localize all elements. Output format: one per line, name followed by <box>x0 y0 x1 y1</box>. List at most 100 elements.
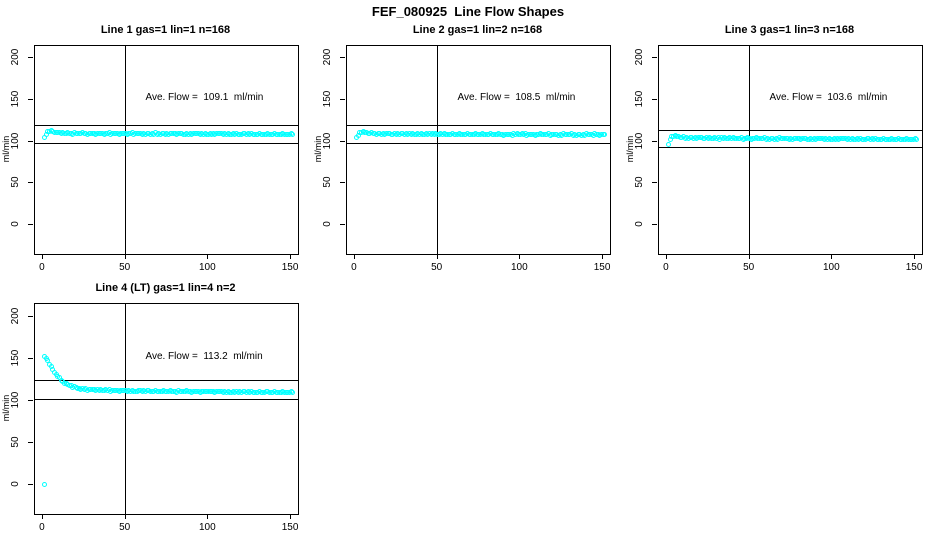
x-tick-label: 0 <box>39 522 45 533</box>
panel-title: Line 2 gas=1 lin=2 n=168 <box>412 24 543 36</box>
reference-hline <box>659 129 922 131</box>
outlier-point <box>42 482 48 488</box>
data-point <box>666 142 672 148</box>
x-axis-tick <box>124 514 126 519</box>
y-axis-tick <box>28 140 33 142</box>
y-axis-tick <box>652 223 657 225</box>
y-axis-tick <box>340 57 345 59</box>
reference-hline <box>347 143 610 145</box>
y-axis-tick <box>652 182 657 184</box>
x-axis-tick <box>207 254 209 259</box>
x-tick-label: 50 <box>743 262 755 273</box>
y-tick-label: 200 <box>322 49 333 66</box>
x-axis-tick <box>914 254 916 259</box>
x-axis-tick <box>290 514 292 519</box>
x-tick-label: 50 <box>119 522 131 533</box>
y-tick-label: 200 <box>10 307 21 324</box>
x-tick-label: 0 <box>39 262 45 273</box>
x-axis-tick <box>602 254 604 259</box>
ave-flow-annotation: Ave. Flow = 108.5 ml/min <box>457 92 576 104</box>
x-axis-tick <box>290 254 292 259</box>
y-axis-title: ml/min <box>1 135 11 163</box>
y-tick-label: 150 <box>322 90 333 108</box>
figure-title: FEF_080925 Line Flow Shapes <box>371 4 565 19</box>
y-axis-title: ml/min <box>313 135 323 163</box>
y-tick-label: 0 <box>634 221 645 227</box>
plot-area: Ave. Flow = 113.2 ml/min <box>34 303 299 515</box>
panel-title: Line 1 gas=1 lin=1 n=168 <box>100 24 231 36</box>
reference-vline <box>125 46 127 254</box>
y-axis-tick <box>652 140 657 142</box>
y-tick-label: 150 <box>634 90 645 108</box>
x-axis-tick <box>353 254 355 259</box>
y-axis-tick <box>28 223 33 225</box>
reference-vline <box>125 304 127 514</box>
x-tick-label: 100 <box>823 262 840 273</box>
x-tick-label: 150 <box>593 262 611 273</box>
ave-flow-annotation: Ave. Flow = 109.1 ml/min <box>145 92 264 104</box>
y-axis-tick <box>340 99 345 101</box>
y-tick-label: 150 <box>10 349 21 366</box>
y-axis-tick <box>28 182 33 184</box>
y-tick-label: 0 <box>322 221 333 227</box>
y-axis-tick <box>340 182 345 184</box>
x-axis-tick <box>207 514 209 519</box>
panel-title: Line 3 gas=1 lin=3 n=168 <box>724 24 855 36</box>
y-tick-label: 150 <box>10 90 21 108</box>
x-axis-tick <box>519 254 521 259</box>
data-point <box>290 390 296 395</box>
y-axis-tick <box>28 57 33 59</box>
y-axis-tick <box>28 399 33 401</box>
reference-hline <box>659 146 922 148</box>
reference-vline <box>437 46 439 254</box>
data-point <box>290 131 296 137</box>
x-tick-label: 100 <box>199 262 216 273</box>
y-axis-tick <box>652 57 657 59</box>
x-tick-label: 150 <box>281 522 299 533</box>
y-axis-title: ml/min <box>1 394 11 422</box>
y-tick-label: 200 <box>634 49 645 66</box>
ave-flow-annotation: Ave. Flow = 103.6 ml/min <box>769 92 888 104</box>
y-axis-tick <box>28 99 33 101</box>
x-tick-label: 0 <box>351 262 357 273</box>
x-tick-label: 150 <box>905 262 923 273</box>
x-axis-tick <box>665 254 667 259</box>
reference-hline <box>35 142 298 144</box>
x-tick-label: 0 <box>663 262 669 273</box>
y-tick-label: 0 <box>10 480 21 487</box>
y-tick-label: 200 <box>10 49 21 66</box>
y-axis-tick <box>28 357 33 359</box>
x-tick-label: 100 <box>199 522 216 533</box>
x-tick-label: 150 <box>281 262 299 273</box>
y-tick-label: 0 <box>10 221 21 227</box>
x-axis-tick <box>436 254 438 259</box>
y-axis-title: ml/min <box>625 135 635 163</box>
x-axis-tick <box>748 254 750 259</box>
x-tick-label: 50 <box>431 262 443 273</box>
plot-area: Ave. Flow = 103.6 ml/min <box>658 45 923 255</box>
reference-hline <box>35 379 298 381</box>
reference-hline <box>35 124 298 126</box>
panel-title: Line 4 (LT) gas=1 lin=4 n=2 <box>95 282 236 294</box>
x-tick-label: 50 <box>119 262 131 273</box>
reference-hline <box>347 125 610 127</box>
y-axis-tick <box>28 315 33 317</box>
ave-flow-annotation: Ave. Flow = 113.2 ml/min <box>145 350 263 362</box>
y-axis-tick <box>28 441 33 443</box>
x-axis-tick <box>41 514 43 519</box>
x-axis-tick <box>124 254 126 259</box>
data-point <box>602 132 608 138</box>
y-axis-tick <box>28 483 33 485</box>
plot-area: Ave. Flow = 108.5 ml/min <box>346 45 611 255</box>
x-axis-tick <box>41 254 43 259</box>
x-tick-label: 100 <box>511 262 528 273</box>
reference-hline <box>35 398 298 400</box>
y-axis-tick <box>652 99 657 101</box>
reference-vline <box>749 46 751 254</box>
y-axis-tick <box>340 223 345 225</box>
y-axis-tick <box>340 140 345 142</box>
data-point <box>914 136 920 142</box>
x-axis-tick <box>831 254 833 259</box>
plot-area: Ave. Flow = 109.1 ml/min <box>34 45 299 255</box>
